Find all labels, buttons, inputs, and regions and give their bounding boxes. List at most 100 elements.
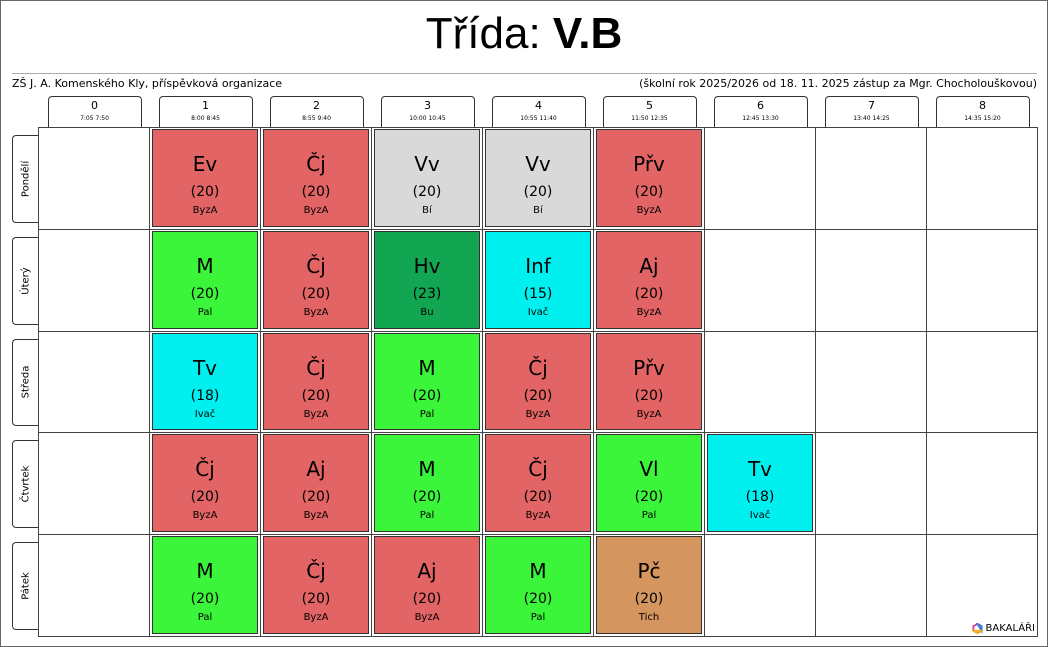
lesson-group: (20)	[301, 591, 331, 608]
lesson-subject: Tv	[747, 457, 773, 482]
lesson-group: (20)	[301, 285, 331, 302]
period-header: 2 8:55 9:40	[269, 96, 364, 127]
lesson-subject: Ev	[192, 152, 218, 176]
grid	[38, 127, 1038, 637]
day-tab: Středa	[12, 338, 38, 427]
lesson-group: (20)	[523, 489, 553, 506]
lesson-group: (23)	[412, 285, 442, 302]
lesson-teacher: ByzA	[414, 612, 440, 624]
grid-cell	[704, 127, 816, 230]
lesson: Čj (20) ByzA	[485, 434, 591, 533]
lesson-subject: Tv	[192, 355, 218, 380]
lesson-teacher: Bí	[533, 205, 543, 216]
lesson-teacher: Pal	[419, 408, 435, 420]
lesson: Čj (20) ByzA	[263, 332, 369, 431]
lesson: Hv (23) Bu	[374, 230, 480, 329]
period-number: 6	[757, 99, 764, 112]
grid-cell	[482, 127, 594, 230]
period-header: 6 12:45 13:30	[713, 96, 808, 127]
period-number: 3	[424, 99, 431, 112]
lesson-teacher: ByzA	[525, 510, 551, 522]
grid-cell	[815, 228, 927, 332]
lesson-subject: Aj	[306, 457, 326, 482]
grid-cell	[593, 432, 705, 536]
grid-cell	[371, 127, 483, 230]
title: Třída: V.B	[1, 9, 1047, 59]
grid-cell	[704, 432, 816, 536]
day-tab: Pátek	[12, 542, 38, 630]
lesson-subject: Pč	[637, 559, 661, 584]
lesson-teacher: ByzA	[303, 408, 329, 420]
lesson-teacher: Pal	[419, 510, 435, 522]
period-time: 11:50 12:35	[631, 115, 668, 122]
grid-cell	[260, 534, 372, 637]
lesson-teacher: Bu	[420, 306, 434, 318]
lesson: Čj (20) ByzA	[152, 434, 258, 533]
grid-cell	[149, 432, 261, 536]
grid-cell	[149, 330, 261, 434]
class-name: V.B	[552, 9, 623, 58]
lesson-group: (20)	[523, 184, 553, 200]
lesson-subject: Čj	[306, 152, 326, 176]
lesson-group: (20)	[634, 489, 664, 506]
lesson: Tv (18) Ivač	[707, 434, 813, 533]
rule	[12, 73, 1037, 74]
lesson: Čj (20) ByzA	[263, 230, 369, 329]
grid-cell	[38, 127, 150, 230]
lesson-group: (20)	[634, 591, 664, 608]
lesson-subject: Čj	[306, 559, 326, 584]
grid-cell	[149, 228, 261, 332]
lesson-teacher: Pal	[530, 612, 546, 624]
lesson: Pč (20) Tich	[596, 536, 702, 634]
lesson-subject: Inf	[525, 253, 551, 278]
grid-cell	[38, 534, 150, 637]
lesson-teacher: Pal	[641, 510, 657, 522]
grid-cell	[482, 330, 594, 434]
period-number: 1	[202, 99, 209, 112]
grid-cell	[926, 534, 1038, 637]
period-number: 2	[313, 99, 320, 112]
lesson-teacher: ByzA	[192, 510, 218, 522]
period-header: 1 8:00 8:45	[158, 96, 253, 127]
lesson: Ev (20) ByzA	[152, 129, 258, 227]
grid-cell	[704, 228, 816, 332]
period-number: 8	[979, 99, 986, 112]
period-time: 8:00 8:45	[191, 115, 220, 122]
grid-cell	[593, 534, 705, 637]
lesson-group: (20)	[412, 489, 442, 506]
lesson-teacher: ByzA	[636, 306, 662, 318]
grid-cell	[926, 432, 1038, 536]
lesson: Aj (20) ByzA	[374, 536, 480, 634]
lesson-teacher: Pal	[197, 612, 213, 624]
lesson-subject: Čj	[528, 457, 548, 482]
period-header: 8 14:35 15:20	[935, 96, 1030, 127]
grid-cell	[149, 534, 261, 637]
lesson-subject: Aj	[639, 253, 659, 278]
lesson-subject: M	[418, 457, 436, 482]
lesson-subject: Čj	[528, 355, 548, 380]
period-number: 7	[868, 99, 875, 112]
lesson-teacher: Tich	[638, 612, 660, 624]
grid-cell	[371, 534, 483, 637]
brand-name: BAKALÁŘI	[985, 623, 1035, 634]
lesson-subject: M	[196, 559, 214, 584]
period-time: 8:55 9:40	[302, 115, 331, 122]
period-number: 5	[646, 99, 653, 112]
grid-cell	[38, 228, 150, 332]
lesson: M (20) Pal	[152, 536, 258, 634]
period-time: 12:45 13:30	[742, 115, 779, 122]
lesson: Čj (20) ByzA	[263, 129, 369, 227]
lesson-group: (20)	[190, 285, 220, 302]
lesson: Přv (20) ByzA	[596, 129, 702, 227]
period-number: 0	[91, 99, 98, 112]
lesson: Čj (20) ByzA	[485, 332, 591, 431]
brand: BAKALÁŘI	[971, 623, 1035, 634]
period-time: 7:05 7:50	[80, 115, 109, 122]
lesson-teacher: ByzA	[525, 408, 551, 420]
period-header: 4 10:55 11:40	[491, 96, 586, 127]
lesson-subject: M	[529, 559, 547, 584]
grid-cell	[38, 432, 150, 536]
grid-cell	[704, 534, 816, 637]
lesson: Vl (20) Pal	[596, 434, 702, 533]
